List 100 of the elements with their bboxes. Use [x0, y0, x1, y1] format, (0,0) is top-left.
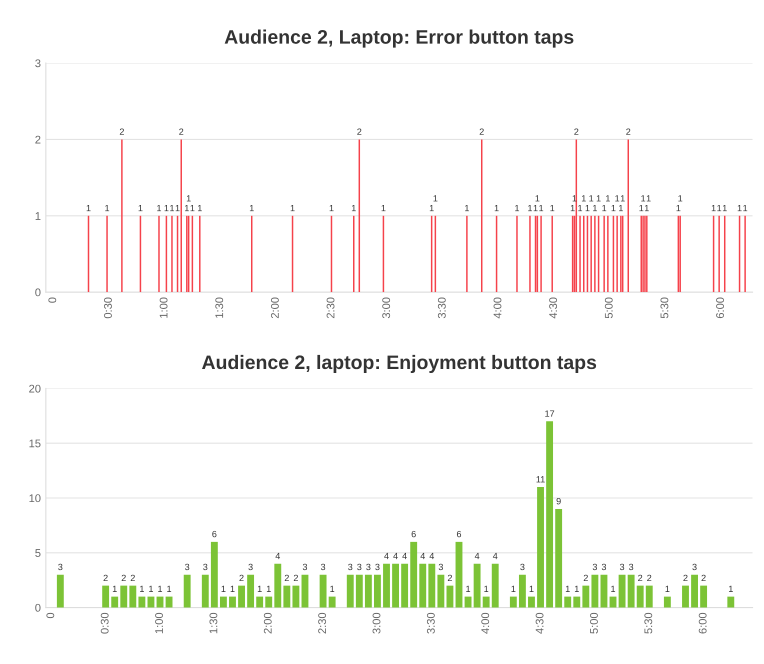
data-label: 1: [167, 586, 172, 592]
data-label: 2: [179, 128, 184, 135]
data-label: 4: [275, 552, 280, 560]
data-label: 1: [190, 204, 194, 212]
x-tick-label: 4:00: [494, 297, 502, 318]
y-tick-label: 0: [35, 604, 41, 612]
data-label: 1: [112, 586, 117, 592]
data-label: 1: [330, 204, 334, 212]
data-label: 3: [357, 564, 362, 570]
bar: [474, 564, 481, 608]
x-tick-label: 4:30: [549, 297, 558, 318]
data-label: 1: [596, 195, 601, 202]
bar: [238, 586, 245, 608]
bar: [591, 574, 598, 608]
bar: [664, 596, 671, 608]
data-label: 3: [375, 564, 380, 570]
x-tick-label: 1:30: [215, 297, 224, 318]
x-tick-label: 4:30: [536, 612, 544, 634]
bar: [256, 596, 264, 608]
y-tick-label: 2: [35, 136, 40, 144]
bar: [636, 586, 644, 608]
data-label: 11: [536, 476, 545, 482]
data-label: 2: [448, 574, 452, 581]
x-tick-label: 2:30: [326, 297, 334, 318]
x-tick-label: 5:00: [604, 297, 613, 318]
bar: [302, 574, 308, 608]
bar: [464, 596, 472, 608]
bar: [428, 564, 436, 608]
data-label: 3: [628, 564, 634, 570]
data-label: 1: [149, 586, 154, 592]
data-label: 2: [638, 574, 642, 581]
data-label: 4: [393, 552, 398, 560]
data-label: 3: [248, 564, 253, 570]
data-label: 1: [615, 195, 620, 202]
bar: [700, 586, 708, 608]
data-label: 1: [589, 195, 594, 202]
data-label: 1: [582, 195, 586, 202]
data-label: 2: [120, 128, 124, 135]
bar: [401, 564, 408, 608]
y-tick-label: 15: [29, 440, 41, 448]
x-tick-label: 0:30: [104, 297, 112, 318]
bar: [392, 564, 400, 608]
x-tick-label: 0: [46, 612, 54, 618]
data-label: 6: [212, 530, 216, 538]
bar: [374, 574, 381, 608]
y-tick-label: 10: [29, 494, 41, 502]
data-label: 2: [239, 574, 244, 581]
bar: [682, 586, 689, 608]
data-label: 1: [578, 204, 582, 212]
chart-title: Audience 2, laptop: Enjoyment button taps: [202, 354, 596, 374]
data-label: 1: [676, 204, 680, 212]
bar: [582, 586, 590, 608]
data-label: 3: [302, 564, 308, 570]
data-label: 1: [186, 195, 191, 202]
data-label: 1: [258, 586, 262, 592]
data-label: 1: [250, 204, 254, 212]
data-label: 1: [528, 204, 532, 212]
bar: [247, 574, 254, 608]
data-label: 1: [644, 204, 649, 212]
x-tick-label: 6:00: [716, 297, 724, 318]
data-label: 9: [556, 498, 561, 504]
data-label: 1: [717, 204, 722, 212]
data-label: 1: [170, 204, 174, 212]
data-label: 3: [320, 564, 326, 570]
data-label: 1: [484, 586, 488, 592]
data-label: 1: [620, 195, 625, 202]
bar: [555, 508, 562, 608]
x-tick-label: 1:00: [160, 297, 168, 318]
data-label: 4: [402, 552, 407, 560]
data-label: 1: [619, 204, 623, 212]
data-label: 3: [185, 564, 190, 570]
bar: [610, 596, 616, 608]
data-label: 2: [480, 128, 484, 135]
data-label: 2: [130, 574, 135, 581]
data-label: 2: [284, 574, 289, 581]
data-label: 1: [611, 586, 616, 592]
x-tick-label: 3:30: [426, 612, 435, 634]
x-tick-label: 0: [48, 297, 56, 303]
data-label: 3: [592, 564, 598, 570]
data-label: 1: [530, 586, 534, 592]
bar: [202, 574, 209, 608]
bar: [292, 586, 300, 608]
data-label: 2: [626, 128, 630, 135]
x-tick-label: 2:00: [270, 297, 279, 318]
data-label: 1: [646, 195, 651, 202]
data-label: 4: [474, 552, 480, 560]
bar: [510, 596, 517, 608]
data-label: 1: [678, 195, 682, 202]
bar: [564, 596, 572, 608]
data-label: 4: [430, 552, 434, 560]
bar: [129, 586, 136, 608]
data-label: 3: [520, 564, 525, 570]
data-label: 1: [566, 586, 570, 592]
data-label: 1: [743, 204, 748, 212]
data-label: 3: [620, 564, 624, 570]
data-label: 2: [104, 574, 108, 581]
data-label: 4: [384, 552, 389, 560]
bar: [518, 574, 526, 608]
data-label: 3: [692, 564, 697, 570]
data-label: 1: [382, 204, 386, 212]
